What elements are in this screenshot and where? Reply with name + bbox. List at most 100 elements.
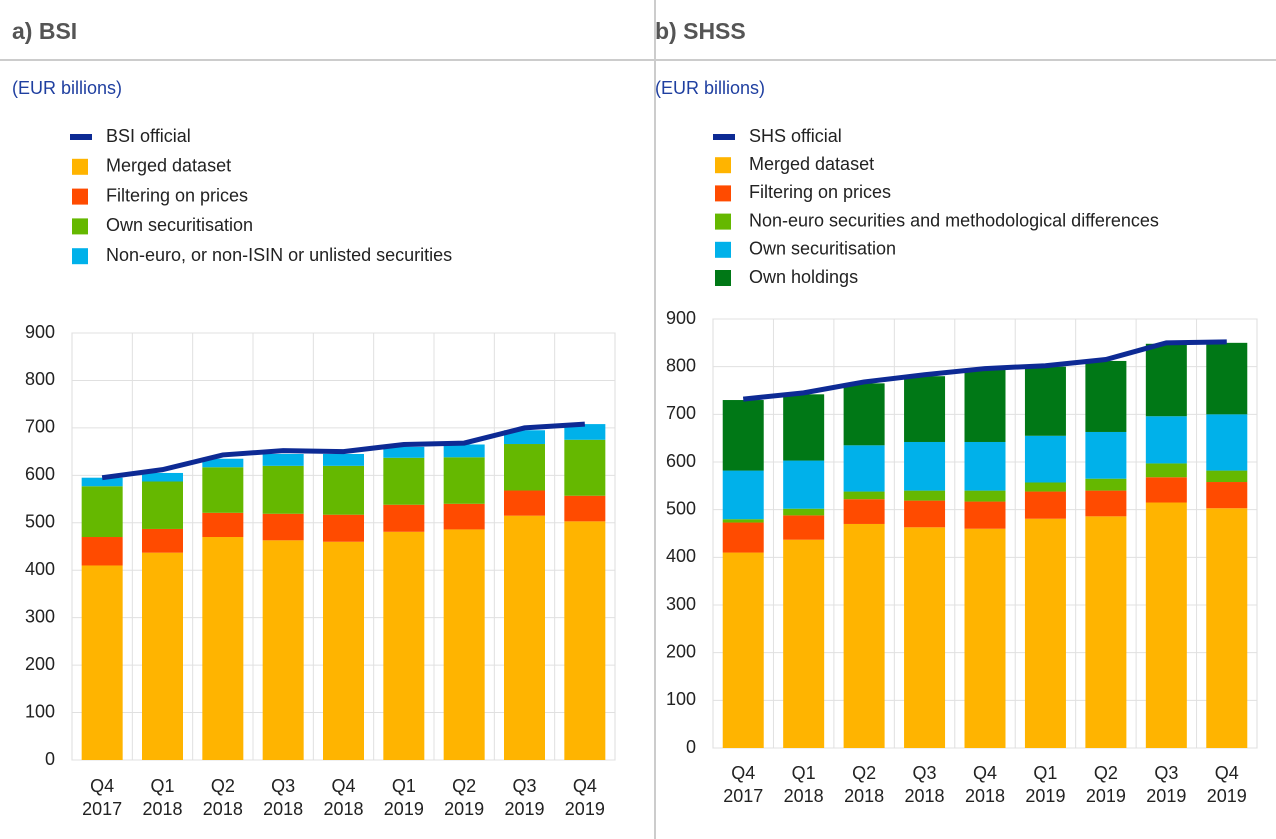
y-tick-label: 500: [25, 512, 55, 532]
bar-segment: [504, 515, 545, 760]
bar-segment: [202, 512, 244, 538]
bar-segment: [783, 515, 825, 540]
bar-segment: [843, 499, 885, 524]
line-series: [742, 339, 1227, 402]
x-tick-label: Q3 2018: [263, 776, 304, 819]
bar-segment: [1206, 482, 1248, 509]
y-tick-label: 600: [666, 451, 696, 471]
bar-segment: [1024, 435, 1066, 483]
legend-label: Non-euro, or non-ISIN or unlisted securi…: [106, 245, 452, 265]
bar-segment: [722, 552, 764, 748]
legend-swatch: [715, 185, 731, 202]
legend-swatch: [715, 241, 731, 258]
legend-label: Filtering on prices: [106, 185, 248, 205]
x-tick-label: Q3 2019: [504, 776, 545, 819]
legend-swatch: [715, 157, 731, 174]
bar-segment: [323, 453, 364, 466]
bar-segment: [1206, 342, 1248, 415]
legend-label: BSI official: [106, 126, 191, 146]
y-tick-label: 0: [45, 749, 55, 769]
legend-swatch: [715, 270, 731, 286]
bar-segment: [262, 513, 304, 541]
y-tick-label: 200: [25, 654, 55, 674]
bar-segment: [323, 514, 364, 542]
bar-segment: [783, 460, 825, 509]
bar-segment: [1206, 414, 1248, 471]
x-tick-label: Q2 2019: [1085, 763, 1126, 806]
bar-segment: [81, 486, 123, 538]
bar-segment: [504, 444, 545, 491]
bar-segment: [722, 470, 764, 520]
legend-label: SHS official: [749, 126, 842, 146]
bar-segment: [843, 445, 885, 492]
bar-segment: [1145, 416, 1187, 464]
bar-segment: [1085, 490, 1127, 517]
legend-label: Merged dataset: [106, 156, 231, 176]
bar-segment: [443, 444, 485, 458]
bar-segment: [443, 529, 485, 760]
legend-swatch: [72, 218, 88, 235]
bar-segment: [383, 504, 425, 532]
bar-segment: [904, 441, 946, 491]
y-tick-label: 100: [25, 701, 55, 721]
y-tick-label: 400: [666, 546, 696, 566]
x-tick-label: Q4 2019: [1206, 763, 1247, 806]
bar-segment: [1024, 491, 1066, 519]
bar-segment: [142, 472, 183, 482]
bar-segment: [904, 500, 946, 528]
bar-segment: [383, 531, 425, 760]
bar-segment: [722, 519, 764, 523]
bar-segment: [1206, 508, 1248, 748]
bar-segment: [142, 481, 183, 529]
bar-segment: [964, 441, 1006, 491]
bar-segment: [564, 439, 606, 496]
bar-segment: [142, 528, 183, 553]
bar-segment: [504, 490, 545, 516]
bar-segment: [81, 537, 123, 566]
x-tick-label: Q2 2018: [202, 776, 243, 819]
legend-swatch: [72, 158, 88, 175]
y-tick-label: 300: [666, 594, 696, 614]
legend-label: Filtering on prices: [749, 182, 891, 202]
line-series: [101, 421, 585, 481]
legend-swatch: [72, 188, 88, 205]
bar-segment: [1024, 482, 1066, 492]
bar-segment: [1085, 360, 1127, 432]
bar-segment: [964, 528, 1006, 748]
x-tick-label: Q3 2019: [1146, 763, 1187, 806]
bar-segment: [564, 495, 606, 522]
x-tick-label: Q4 2018: [323, 776, 364, 819]
bar-segment: [843, 491, 885, 500]
panel-title: a) BSI: [12, 18, 77, 44]
bar-segment: [202, 537, 244, 760]
bar-segment: [1145, 463, 1187, 478]
legend-swatch: [72, 248, 88, 265]
x-tick-label: Q2 2018: [844, 763, 885, 806]
bar-segment: [323, 541, 364, 760]
bar-segment: [843, 383, 885, 446]
y-tick-label: 300: [25, 606, 55, 626]
bar-segment: [904, 490, 946, 501]
bar-segment: [843, 523, 885, 748]
bar-segment: [1024, 518, 1066, 748]
x-tick-label: Q1 2019: [383, 776, 424, 819]
legend-swatch: [70, 134, 92, 140]
x-tick-label: Q1 2018: [783, 763, 824, 806]
bar-segment: [262, 453, 304, 466]
x-tick-label: Q4 2019: [564, 776, 605, 819]
bar-segment: [904, 527, 946, 748]
bar-segment: [81, 565, 123, 760]
legend-label: Own securitisation: [749, 239, 896, 259]
x-tick-label: Q3 2018: [904, 763, 945, 806]
bar-segment: [262, 465, 304, 514]
y-tick-label: 400: [25, 559, 55, 579]
bar-segment: [323, 465, 364, 515]
bar-segment: [1024, 366, 1066, 436]
x-tick-label: Q2 2019: [444, 776, 485, 819]
bar-segment: [722, 400, 764, 471]
bar-segment: [722, 522, 764, 553]
bar-segment: [262, 540, 304, 760]
bar-segment: [202, 458, 244, 468]
bar-segment: [964, 490, 1006, 502]
